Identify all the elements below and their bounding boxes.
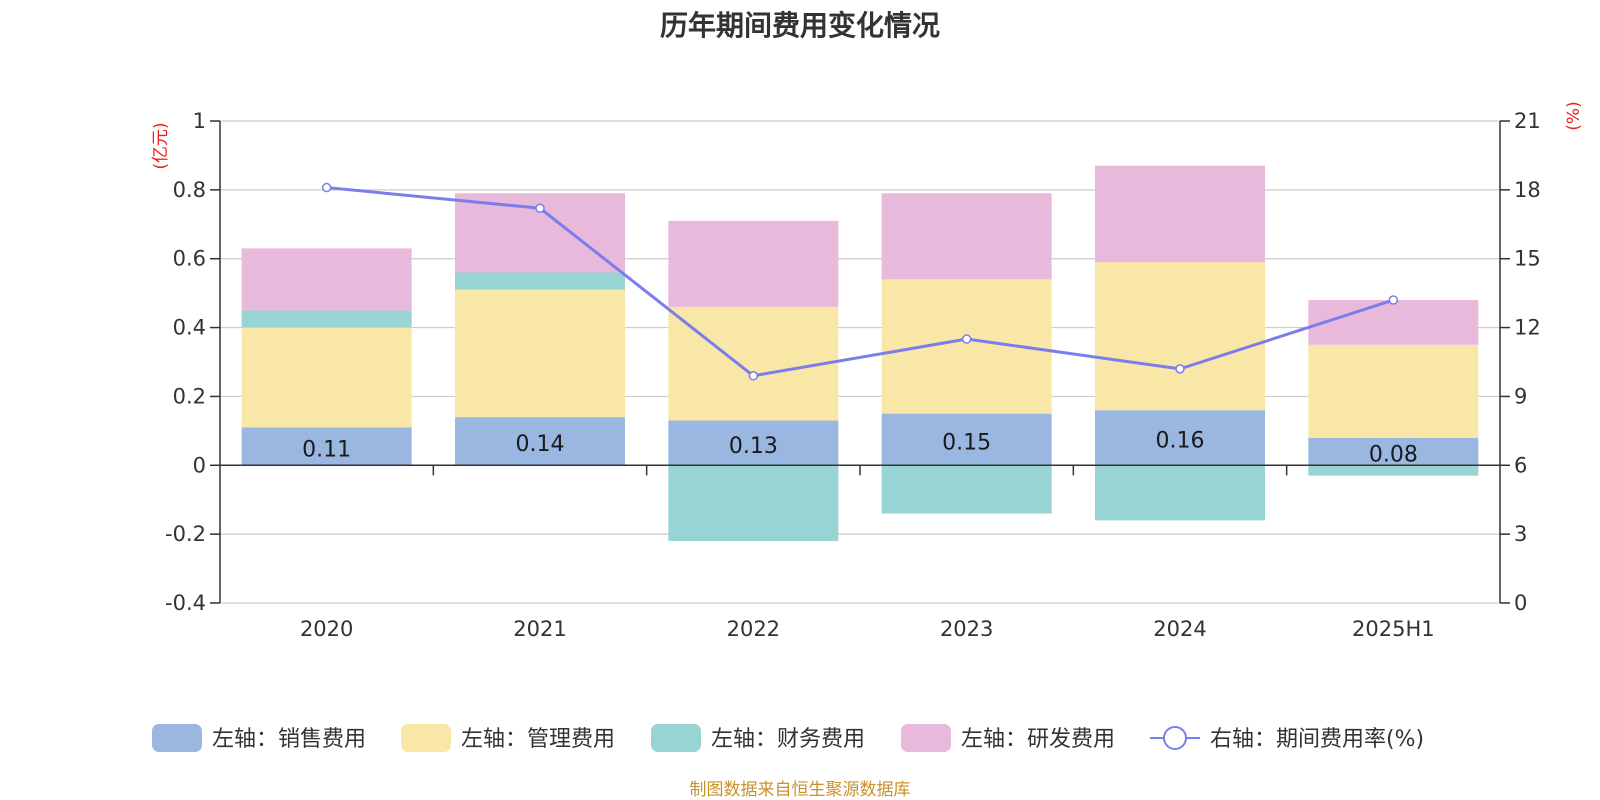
rate-line-series (321, 182, 1399, 381)
right-tick-label: 15 (1514, 247, 1541, 271)
legend-marker-swatch (1163, 726, 1187, 750)
rate-point (321, 182, 332, 193)
bar-segment (881, 465, 1052, 514)
left-tick-label: 0.6 (173, 247, 206, 271)
chart-title: 历年期间费用变化情况 (659, 9, 940, 42)
right-tick-label: 21 (1514, 109, 1541, 133)
rate-point (1388, 295, 1399, 305)
left-axis-unit: (亿元) (151, 122, 171, 169)
right-tick-label: 9 (1514, 384, 1527, 408)
bar-segment (1095, 165, 1265, 263)
bar-segment (1095, 262, 1265, 411)
bar-segment (1095, 410, 1265, 466)
legend-swatch (401, 724, 451, 752)
bar-value-label: 0.13 (729, 434, 778, 459)
legend-swatch (152, 724, 202, 752)
bar-segment (1308, 300, 1479, 345)
legend-label: 左轴：研发费用 (961, 727, 1115, 752)
legend-label: 左轴：销售费用 (212, 727, 366, 752)
category-label: 2021 (513, 617, 566, 641)
category-label: 2025H1 (1352, 617, 1435, 641)
axes: -0.4 -0.2 0 0.2 0.4 0.6 0.8 1 0 3 6 9 12 15 18 21 2020 20… (151, 101, 1584, 641)
bar-series (241, 165, 1479, 542)
legend-label: 左轴：财务费用 (711, 727, 865, 752)
bar-segment (1095, 465, 1265, 521)
category-label: 2023 (940, 617, 993, 641)
right-tick-label: 12 (1514, 316, 1541, 340)
left-tick-label: 1 (193, 109, 206, 133)
bar-value-label: 0.16 (1156, 429, 1205, 454)
legend-swatch (651, 724, 701, 752)
legend-swatch (901, 724, 951, 752)
rate-point (961, 334, 972, 344)
legend-label: 右轴：期间费用率(%) (1210, 727, 1424, 752)
bar-value-label: 0.14 (516, 432, 565, 457)
right-axis-unit: (%) (1564, 101, 1584, 130)
rate-point (535, 203, 545, 213)
bar-segment (881, 193, 1052, 280)
legend-label: 左轴：管理费用 (461, 727, 615, 752)
category-label: 2022 (727, 617, 780, 641)
bar-segment (455, 272, 625, 290)
bar-segment (881, 413, 1052, 466)
bar-segment (241, 310, 412, 328)
right-tick-label: 18 (1514, 178, 1541, 202)
bar-segment (1308, 465, 1479, 476)
category-label: 2020 (300, 617, 353, 641)
right-tick-label: 0 (1514, 591, 1527, 615)
bar-segment (241, 327, 412, 428)
rate-point (1175, 364, 1185, 374)
bar-segment (668, 465, 839, 542)
left-tick-label: 0.4 (173, 316, 206, 340)
rate-line (326, 186, 1394, 378)
bar-segment (241, 427, 412, 466)
category-label: 2024 (1153, 617, 1206, 641)
bar-segment (668, 420, 839, 466)
bar-value-label: 0.15 (942, 430, 991, 455)
bar-segment (455, 417, 625, 466)
right-tick-label: 6 (1514, 453, 1527, 477)
legend: 左轴：销售费用 左轴：管理费用 左轴：财务费用 左轴：研发费用 右轴：期间费用率(%) (152, 724, 1424, 752)
rate-point (748, 371, 759, 381)
source-note: 制图数据来自恒生聚源数据库 (689, 780, 911, 800)
right-tick-label: 3 (1514, 522, 1527, 546)
bar-segment (668, 306, 839, 421)
bar-segment (1308, 437, 1479, 466)
left-tick-label: 0.2 (173, 384, 206, 408)
left-tick-label: 0.8 (173, 178, 206, 202)
bar-segment (455, 289, 625, 418)
left-tick-label: -0.4 (165, 591, 206, 615)
bar-segment (241, 248, 412, 311)
bar-value-label: 0.08 (1369, 443, 1418, 468)
bar-segment (1308, 344, 1479, 438)
bar-segment (668, 220, 839, 307)
left-tick-label: 0 (193, 453, 206, 477)
data-labels: 0.11 0.14 0.13 0.15 0.16 0.08 (302, 429, 1418, 468)
bar-value-label: 0.11 (302, 437, 351, 462)
left-tick-label: -0.2 (165, 522, 206, 546)
grid-lines (220, 120, 1500, 604)
